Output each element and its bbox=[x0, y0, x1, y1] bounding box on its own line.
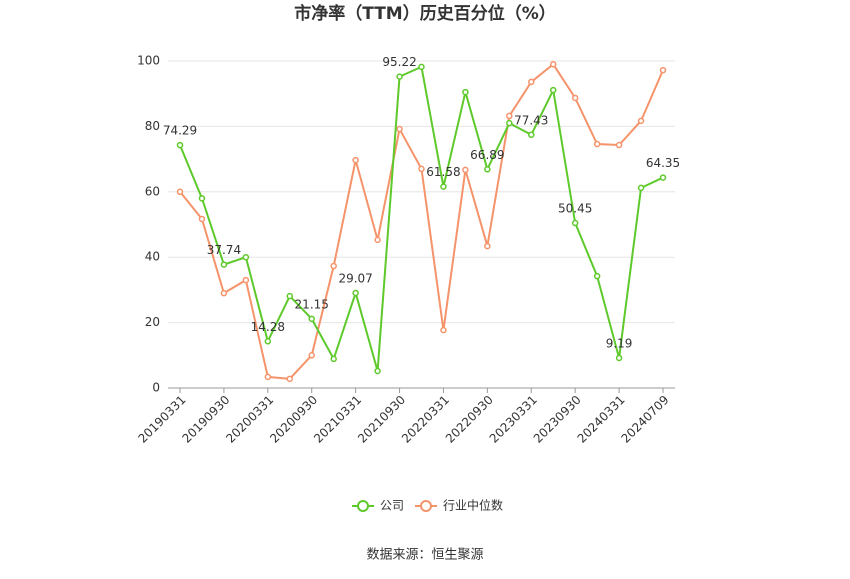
point bbox=[549, 61, 557, 68]
point bbox=[352, 289, 359, 297]
point bbox=[528, 131, 535, 139]
point bbox=[330, 262, 337, 270]
data-label: 77.43 bbox=[514, 113, 548, 127]
point bbox=[528, 78, 535, 86]
point bbox=[484, 166, 491, 173]
point bbox=[484, 242, 491, 250]
y-tick-label: 40 bbox=[145, 250, 160, 264]
point bbox=[286, 375, 294, 383]
point bbox=[462, 166, 469, 174]
x-tick-label: 20240709 bbox=[619, 393, 672, 446]
point bbox=[264, 338, 272, 345]
point bbox=[176, 141, 184, 149]
point bbox=[440, 183, 447, 190]
point bbox=[396, 125, 403, 133]
data-label: 64.35 bbox=[646, 156, 680, 170]
data-label: 37.74 bbox=[207, 243, 241, 257]
point bbox=[615, 141, 623, 149]
legend-marker bbox=[420, 500, 432, 512]
point bbox=[659, 66, 667, 74]
point bbox=[615, 354, 623, 362]
data-label: 50.45 bbox=[558, 202, 592, 216]
point bbox=[198, 195, 206, 202]
data-label: 9.19 bbox=[606, 336, 633, 350]
point bbox=[462, 88, 469, 96]
y-tick-label: 80 bbox=[145, 119, 160, 133]
legend-marker bbox=[357, 500, 369, 512]
point bbox=[330, 355, 337, 363]
point bbox=[374, 367, 381, 375]
point bbox=[418, 165, 425, 173]
point bbox=[176, 188, 184, 196]
point bbox=[374, 236, 381, 244]
point bbox=[418, 63, 425, 71]
point bbox=[506, 119, 513, 127]
point bbox=[352, 156, 359, 164]
y-tick-label: 100 bbox=[137, 54, 160, 68]
chart-title: 市净率（TTM）历史百分位（%） bbox=[294, 3, 556, 24]
data-label: 95.22 bbox=[382, 55, 416, 69]
data-label: 61.58 bbox=[426, 165, 460, 179]
data-label: 21.15 bbox=[295, 297, 329, 311]
data-label: 66.89 bbox=[470, 148, 504, 162]
point bbox=[220, 261, 228, 268]
point bbox=[308, 352, 315, 359]
source: 数据来源：恒生聚源 bbox=[366, 548, 483, 563]
data-label: 29.07 bbox=[338, 271, 372, 285]
data-label: 74.29 bbox=[163, 124, 197, 138]
point bbox=[220, 289, 228, 297]
point bbox=[593, 140, 601, 148]
legend-label: 公司 bbox=[380, 499, 404, 513]
y-tick-label: 60 bbox=[145, 184, 160, 198]
point bbox=[264, 373, 272, 381]
point bbox=[440, 326, 447, 334]
y-tick-label: 20 bbox=[145, 315, 160, 329]
point bbox=[637, 117, 645, 125]
point bbox=[637, 184, 645, 192]
point bbox=[571, 94, 579, 102]
point bbox=[549, 86, 557, 94]
point bbox=[396, 73, 403, 80]
point bbox=[242, 253, 250, 261]
point bbox=[571, 219, 579, 227]
point bbox=[286, 292, 294, 300]
point bbox=[198, 215, 206, 223]
point bbox=[242, 276, 250, 284]
point bbox=[308, 315, 315, 323]
legend-label: 行业中位数 bbox=[443, 498, 503, 513]
point bbox=[506, 112, 513, 120]
point bbox=[593, 272, 601, 280]
point bbox=[659, 174, 667, 181]
y-tick-label: 0 bbox=[152, 381, 160, 395]
data-label: 14.28 bbox=[251, 320, 285, 334]
